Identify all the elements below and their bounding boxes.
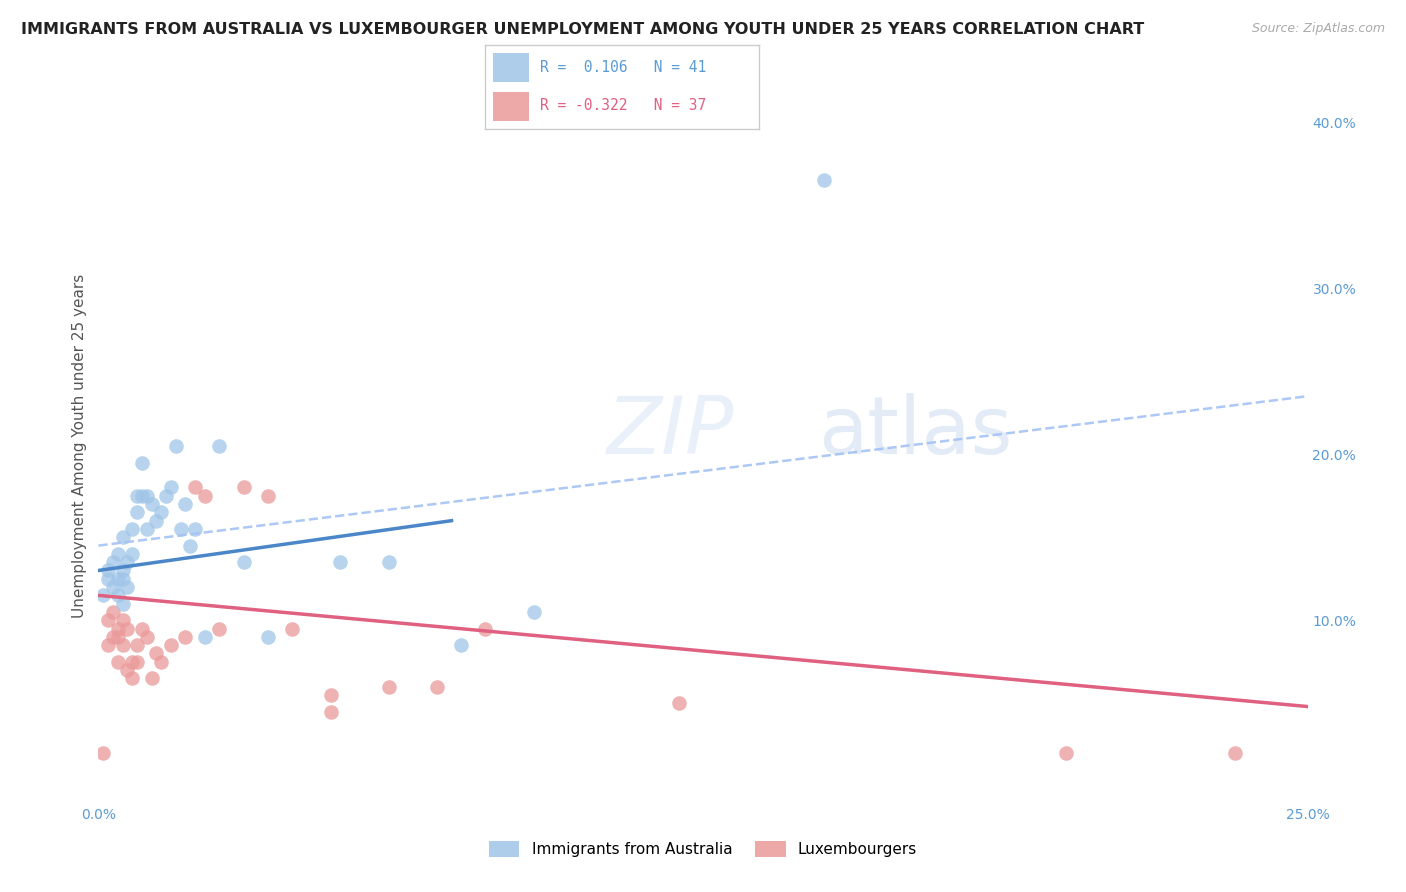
Bar	[494, 92, 529, 120]
Point	[107, 622, 129, 636]
Point	[97, 638, 120, 652]
Point	[813, 173, 835, 187]
Point	[127, 638, 149, 652]
Point	[97, 572, 120, 586]
Point	[141, 497, 163, 511]
Point	[111, 597, 134, 611]
Point	[319, 688, 342, 702]
Point	[117, 622, 139, 636]
Point	[91, 588, 114, 602]
Point	[91, 746, 114, 760]
Point	[160, 638, 183, 652]
Point	[1054, 746, 1077, 760]
Point	[101, 580, 124, 594]
Point	[97, 613, 120, 627]
Point	[127, 489, 149, 503]
Point	[127, 655, 149, 669]
Point	[450, 638, 472, 652]
Point	[174, 630, 197, 644]
Point	[107, 547, 129, 561]
Point	[208, 622, 231, 636]
Point	[145, 514, 167, 528]
Point	[117, 580, 139, 594]
Point	[117, 555, 139, 569]
Point	[97, 564, 120, 578]
Point	[256, 630, 278, 644]
Point	[111, 530, 134, 544]
Point	[111, 638, 134, 652]
Point	[169, 522, 191, 536]
Point	[111, 613, 134, 627]
Bar	[494, 54, 529, 82]
Point	[232, 555, 254, 569]
Text: atlas: atlas	[818, 392, 1012, 471]
Point	[107, 630, 129, 644]
Text: R =  0.106   N = 41: R = 0.106 N = 41	[540, 60, 706, 75]
Point	[426, 680, 449, 694]
Point	[145, 647, 167, 661]
Point	[194, 630, 217, 644]
Point	[111, 564, 134, 578]
Text: R = -0.322   N = 37: R = -0.322 N = 37	[540, 98, 706, 113]
Point	[232, 481, 254, 495]
Point	[150, 655, 173, 669]
Point	[107, 655, 129, 669]
Point	[131, 456, 153, 470]
Point	[101, 605, 124, 619]
Point	[150, 505, 173, 519]
Point	[194, 489, 217, 503]
Point	[131, 622, 153, 636]
Point	[121, 671, 143, 685]
Point	[184, 481, 207, 495]
Point	[117, 663, 139, 677]
Point	[101, 630, 124, 644]
Y-axis label: Unemployment Among Youth under 25 years: Unemployment Among Youth under 25 years	[72, 274, 87, 618]
Point	[319, 705, 342, 719]
Point	[141, 671, 163, 685]
Point	[135, 630, 157, 644]
Point	[165, 439, 187, 453]
Point	[179, 539, 201, 553]
Point	[174, 497, 197, 511]
Point	[135, 489, 157, 503]
Text: Source: ZipAtlas.com: Source: ZipAtlas.com	[1251, 22, 1385, 36]
Point	[111, 572, 134, 586]
Point	[127, 505, 149, 519]
Point	[377, 680, 399, 694]
Legend: Immigrants from Australia, Luxembourgers: Immigrants from Australia, Luxembourgers	[482, 835, 924, 863]
Point	[121, 522, 143, 536]
Point	[155, 489, 177, 503]
Text: IMMIGRANTS FROM AUSTRALIA VS LUXEMBOURGER UNEMPLOYMENT AMONG YOUTH UNDER 25 YEAR: IMMIGRANTS FROM AUSTRALIA VS LUXEMBOURGE…	[21, 22, 1144, 37]
Point	[107, 588, 129, 602]
Point	[329, 555, 352, 569]
Point	[131, 489, 153, 503]
Point	[208, 439, 231, 453]
Point	[523, 605, 546, 619]
Point	[101, 555, 124, 569]
Point	[474, 622, 496, 636]
Point	[668, 696, 690, 710]
Point	[121, 655, 143, 669]
Point	[107, 572, 129, 586]
Text: ZIP: ZIP	[606, 392, 734, 471]
Point	[135, 522, 157, 536]
Point	[256, 489, 278, 503]
Point	[184, 522, 207, 536]
Point	[1223, 746, 1246, 760]
Point	[377, 555, 399, 569]
Point	[281, 622, 304, 636]
Point	[160, 481, 183, 495]
Point	[121, 547, 143, 561]
